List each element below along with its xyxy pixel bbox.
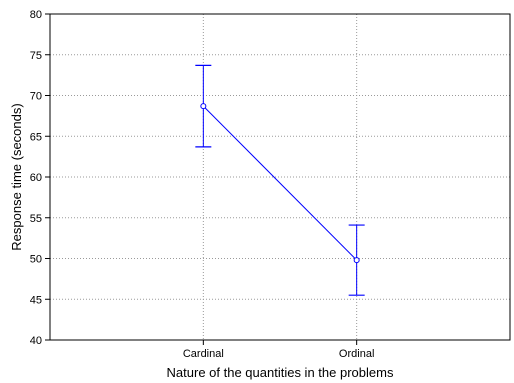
y-axis-title: Response time (seconds) [9, 103, 24, 250]
y-tick-label: 45 [30, 294, 42, 306]
y-tick-label: 65 [30, 131, 42, 143]
y-tick-label: 55 [30, 213, 42, 225]
y-tick-label: 60 [30, 172, 42, 184]
x-tick-label: Cardinal [183, 348, 224, 360]
data-point [353, 257, 360, 264]
y-tick-label: 75 [30, 50, 42, 62]
y-tick-label: 80 [30, 9, 42, 21]
x-axis-title: Nature of the quantities in the problems [167, 365, 394, 380]
y-axis: 40 45 50 55 60 65 70 75 80 [30, 9, 50, 347]
series [195, 64, 365, 296]
y-tick-label: 50 [30, 254, 42, 266]
data-point [200, 103, 207, 110]
y-tick-label: 70 [30, 91, 42, 103]
x-tick-label: Ordinal [339, 348, 374, 360]
plot-background [50, 14, 510, 340]
y-tick-label: 40 [30, 335, 42, 347]
x-axis: Cardinal Ordinal [183, 340, 374, 360]
series-line [202, 105, 358, 261]
